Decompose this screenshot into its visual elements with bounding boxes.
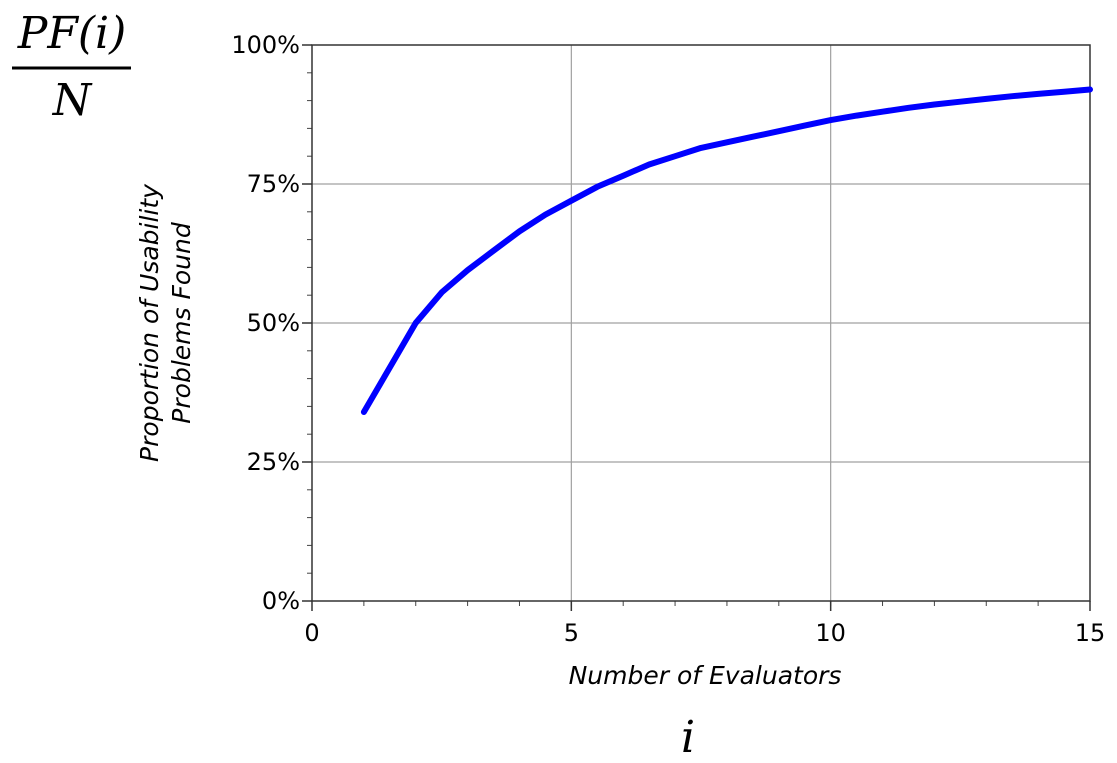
y-tick-label: 100% <box>231 31 300 59</box>
series-layer <box>360 86 1093 415</box>
y-tick-label: 0% <box>262 587 300 615</box>
y-tick-label: 25% <box>247 448 300 476</box>
x-tick-label: 5 <box>564 619 579 647</box>
y-axis-ticks: 0% 25% 50% 75% 100% <box>231 31 312 615</box>
y-tick-label: 50% <box>247 309 300 337</box>
series-line <box>360 86 1093 415</box>
y-axis-title-line2: Problems Found <box>167 222 196 424</box>
x-axis-ticks: 0 5 10 15 <box>304 601 1105 647</box>
x-tick-label: 10 <box>815 619 846 647</box>
formula-numerator: PF(i) <box>17 8 127 59</box>
y-axis-title: Proportion of Usability Problems Found <box>135 183 196 462</box>
x-axis-title: Number of Evaluators <box>569 661 842 690</box>
y-axis-title-line1: Proportion of Usability <box>135 183 164 462</box>
x-tick-label: 15 <box>1075 619 1106 647</box>
formula-x-symbol: i <box>681 712 695 763</box>
y-tick-label: 75% <box>247 170 300 198</box>
grid <box>312 45 1090 601</box>
x-tick-label: 0 <box>304 619 319 647</box>
formula-y-symbol: PF(i) N <box>12 8 131 126</box>
formula-denominator: N <box>52 75 93 126</box>
